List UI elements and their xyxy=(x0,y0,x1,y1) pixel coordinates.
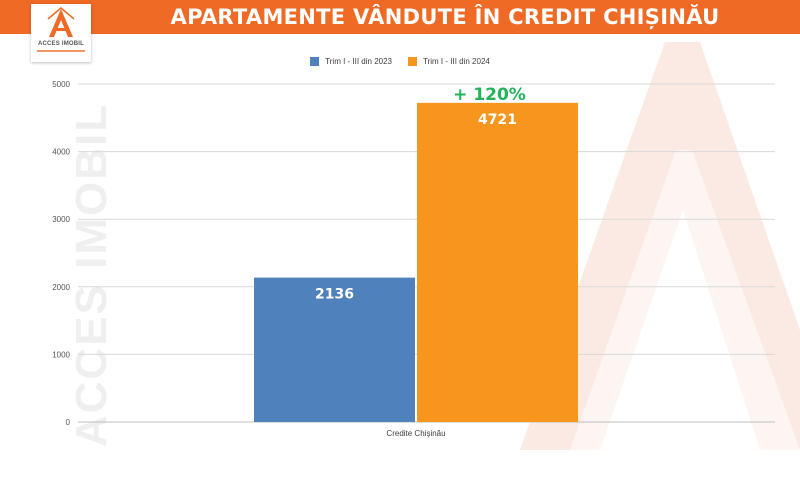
legend-label-2024: Trim I - III din 2024 xyxy=(423,56,490,66)
bar-1 xyxy=(254,277,415,422)
legend-swatch-2024 xyxy=(408,56,417,66)
x-category-label: Credite Chișinău xyxy=(386,429,445,438)
logo: ACCES IMOBIL xyxy=(31,4,91,62)
house-a-logo-icon xyxy=(47,7,75,37)
y-tick-label: 4000 xyxy=(52,148,70,157)
bar-value-label: 4721 xyxy=(478,112,517,128)
legend-label-2023: Trim I - III din 2023 xyxy=(325,56,392,66)
legend-item-2024: Trim I - III din 2024 xyxy=(408,56,490,66)
legend-item-2023: Trim I - III din 2023 xyxy=(310,56,392,66)
legend-swatch-2023 xyxy=(310,56,320,66)
bar-chart: 0 1000 2000 3000 4000 5000 2136 4721 + 120% Credi… xyxy=(52,80,775,438)
logo-name: ACCES IMOBIL xyxy=(37,41,85,47)
growth-annotation: + 120% xyxy=(453,85,526,105)
y-tick-label: 3000 xyxy=(52,215,70,224)
y-tick-label: 1000 xyxy=(52,350,70,359)
bar-2 xyxy=(417,102,578,422)
chart-legend: Trim I - III din 2023 Trim I - III din 2… xyxy=(0,54,800,68)
header-banner: APARTAMENTE VÂNDUTE ÎN CREDIT CHIȘINĂU xyxy=(0,0,800,34)
page-title: APARTAMENTE VÂNDUTE ÎN CREDIT CHIȘINĂU xyxy=(170,5,720,29)
logo-underline xyxy=(37,50,85,52)
y-tick-label: 2000 xyxy=(52,283,70,292)
bar-value-label: 2136 xyxy=(315,287,354,303)
y-tick-label: 5000 xyxy=(52,80,70,89)
y-tick-label: 0 xyxy=(66,418,71,427)
